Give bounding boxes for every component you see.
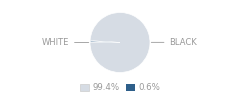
Legend: 99.4%, 0.6%: 99.4%, 0.6% [77,80,163,96]
Wedge shape [90,12,150,72]
Text: BLACK: BLACK [151,38,197,47]
Text: WHITE: WHITE [42,38,89,47]
Wedge shape [90,41,120,42]
